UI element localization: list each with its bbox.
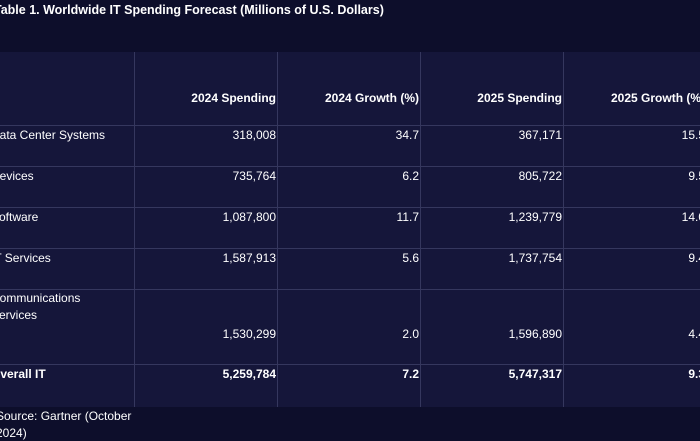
- cell-2024-growth: 6.2: [402, 169, 419, 183]
- cell-2025-growth: 14.0: [681, 210, 700, 224]
- table-caption: Table 1. Worldwide IT Spending Forecast …: [0, 3, 384, 17]
- row-label: Data Center Systems: [0, 128, 106, 142]
- cell-2025-spending: 367,171: [518, 128, 562, 142]
- row-label: Overall IT: [0, 367, 46, 381]
- cell-2025-growth: 9.4: [688, 251, 700, 265]
- row-label: Devices: [0, 169, 34, 183]
- cell-2024-spending: 1,087,800: [222, 210, 276, 224]
- cell-2024-growth: 2.0: [402, 327, 419, 341]
- row-label: Software: [0, 210, 39, 224]
- cell-2025-spending: 5,747,317: [508, 367, 562, 381]
- row-label: IT Services: [0, 251, 51, 265]
- header-2025-spending: 2025 Spending: [477, 91, 562, 105]
- cell-2024-spending: 1,587,913: [222, 251, 276, 265]
- cell-2025-growth: 4.4: [688, 327, 700, 341]
- source-line-1: Source: Gartner (October: [0, 409, 132, 423]
- cell-2025-spending: 805,722: [518, 169, 562, 183]
- cell-2024-growth: 5.6: [402, 251, 419, 265]
- cell-2024-spending: 5,259,784: [222, 367, 276, 381]
- row-divider: [0, 248, 700, 249]
- column-divider: [420, 52, 421, 407]
- cell-2025-spending: 1,239,779: [508, 210, 562, 224]
- cell-2025-spending: 1,737,754: [508, 251, 562, 265]
- row-label-line-2: Services: [0, 308, 38, 322]
- row-divider: [0, 289, 700, 290]
- header-2025-growth: 2025 Growth (%): [611, 91, 700, 105]
- header-2024-growth: 2024 Growth (%): [324, 91, 419, 105]
- row-divider: [0, 125, 700, 126]
- cell-2025-growth: 15.5: [681, 128, 700, 142]
- row-divider: [0, 364, 700, 365]
- cell-2025-growth: 9.5: [688, 169, 700, 183]
- row-divider: [0, 207, 700, 208]
- column-divider: [134, 52, 135, 407]
- header-2024-spending: 2024 Spending: [191, 91, 276, 105]
- cell-2024-spending: 318,008: [232, 128, 276, 142]
- row-divider: [0, 166, 700, 167]
- source-note: Source: Gartner (October 2024): [0, 408, 136, 441]
- cell-2024-spending: 735,764: [232, 169, 276, 183]
- column-divider: [277, 52, 278, 407]
- cell-2024-spending: 1,530,299: [222, 327, 276, 341]
- cell-2024-growth: 34.7: [395, 128, 419, 142]
- cell-2024-growth: 7.2: [402, 367, 419, 381]
- row-label-line-1: Communications: [0, 291, 81, 305]
- source-line-2: 2024): [0, 426, 27, 440]
- cell-2024-growth: 11.7: [396, 210, 419, 224]
- it-spending-table: 2024 Spending 2024 Growth (%) 2025 Spend…: [0, 52, 700, 407]
- cell-2025-spending: 1,596,890: [508, 327, 562, 341]
- cell-2025-growth: 9.3: [688, 367, 700, 381]
- column-divider: [563, 52, 564, 407]
